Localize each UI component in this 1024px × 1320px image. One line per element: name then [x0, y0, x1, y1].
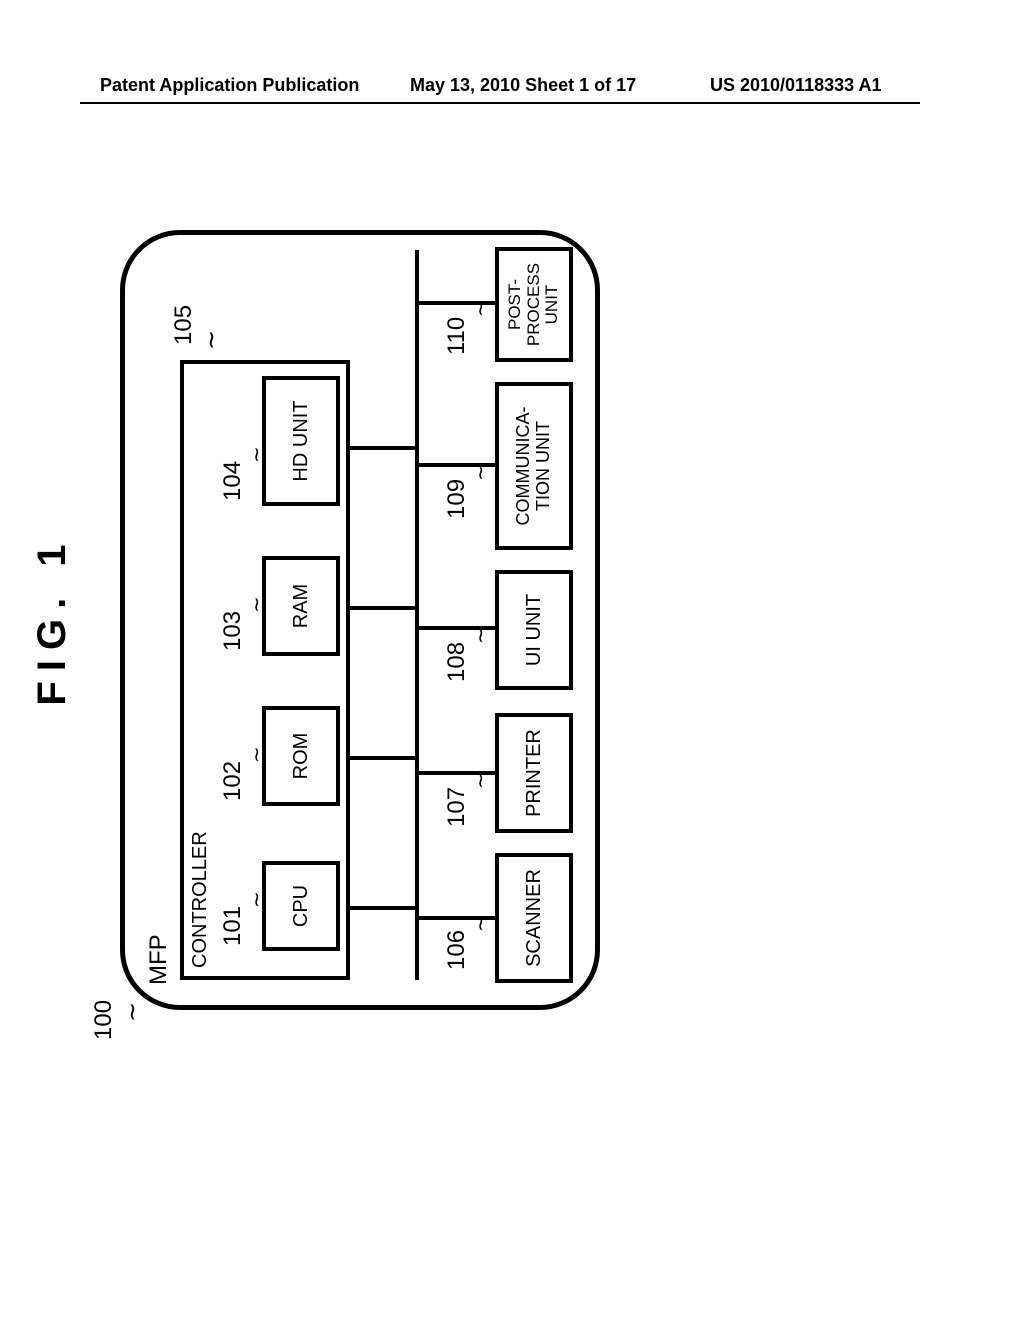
ref-106: 106: [443, 930, 471, 970]
controller-label: CONTROLLER: [189, 831, 212, 968]
diagram: FIG. 1 100 ∼ MFP 105 ∼ CONTROLLER 101 ∼ …: [90, 340, 910, 900]
header-right: US 2010/0118333 A1: [710, 75, 881, 96]
hd-unit-box: HD UNIT: [262, 376, 340, 506]
ref-107-tilde: ∼: [468, 772, 493, 789]
header-left: Patent Application Publication: [100, 75, 359, 96]
rom-box: ROM: [262, 706, 340, 806]
ref-100-tilde: ∼: [118, 1002, 147, 1022]
header-middle: May 13, 2010 Sheet 1 of 17: [410, 75, 636, 96]
ref-110: 110: [443, 317, 471, 355]
connector-rom: [350, 756, 418, 760]
cpu-label: CPU: [290, 885, 312, 927]
figure-title: FIG. 1: [30, 340, 75, 900]
ram-box: RAM: [262, 556, 340, 656]
ref-107: 107: [443, 787, 471, 827]
connector-hd: [350, 446, 418, 450]
ref-108-tilde: ∼: [468, 627, 493, 644]
ref-104: 104: [219, 461, 247, 501]
ref-100: 100: [90, 1000, 118, 1040]
cpu-box: CPU: [262, 861, 340, 951]
ram-label: RAM: [290, 584, 312, 628]
scanner-label: SCANNER: [523, 869, 545, 967]
ref-110-tilde: ∼: [468, 300, 493, 317]
scanner-box: SCANNER: [495, 853, 573, 983]
ui-unit-label: UI UNIT: [523, 594, 545, 666]
ref-106-tilde: ∼: [468, 915, 493, 932]
ref-105: 105: [170, 305, 198, 345]
ui-unit-box: UI UNIT: [495, 570, 573, 690]
ref-102: 102: [219, 761, 247, 801]
connector-cpu: [350, 906, 418, 910]
printer-box: PRINTER: [495, 713, 573, 833]
ref-103: 103: [219, 611, 247, 651]
ref-105-tilde: ∼: [197, 330, 226, 350]
printer-label: PRINTER: [523, 729, 545, 817]
ref-108: 108: [443, 642, 471, 682]
ref-109-tilde: ∼: [468, 464, 493, 481]
post-process-label: POST- PROCESS UNIT: [506, 263, 562, 346]
connector-ram: [350, 606, 418, 610]
rom-label: ROM: [290, 733, 312, 780]
comm-unit-box: COMMUNICA- TION UNIT: [495, 382, 573, 550]
mfp-box: MFP 105 ∼ CONTROLLER 101 ∼ CPU 102 ∼ ROM…: [120, 230, 600, 1010]
page: Patent Application Publication May 13, 2…: [0, 0, 1024, 1320]
comm-unit-label: COMMUNICA- TION UNIT: [514, 407, 554, 526]
ref-109: 109: [443, 479, 471, 519]
hd-unit-label: HD UNIT: [290, 400, 312, 481]
bus-line: [415, 250, 419, 980]
header-rule: [80, 102, 920, 104]
ref-101: 101: [219, 906, 247, 946]
controller-box: CONTROLLER 101 ∼ CPU 102 ∼ ROM 103 ∼ RAM…: [180, 360, 350, 980]
post-process-box: POST- PROCESS UNIT: [495, 247, 573, 362]
mfp-label: MFP: [145, 934, 173, 985]
